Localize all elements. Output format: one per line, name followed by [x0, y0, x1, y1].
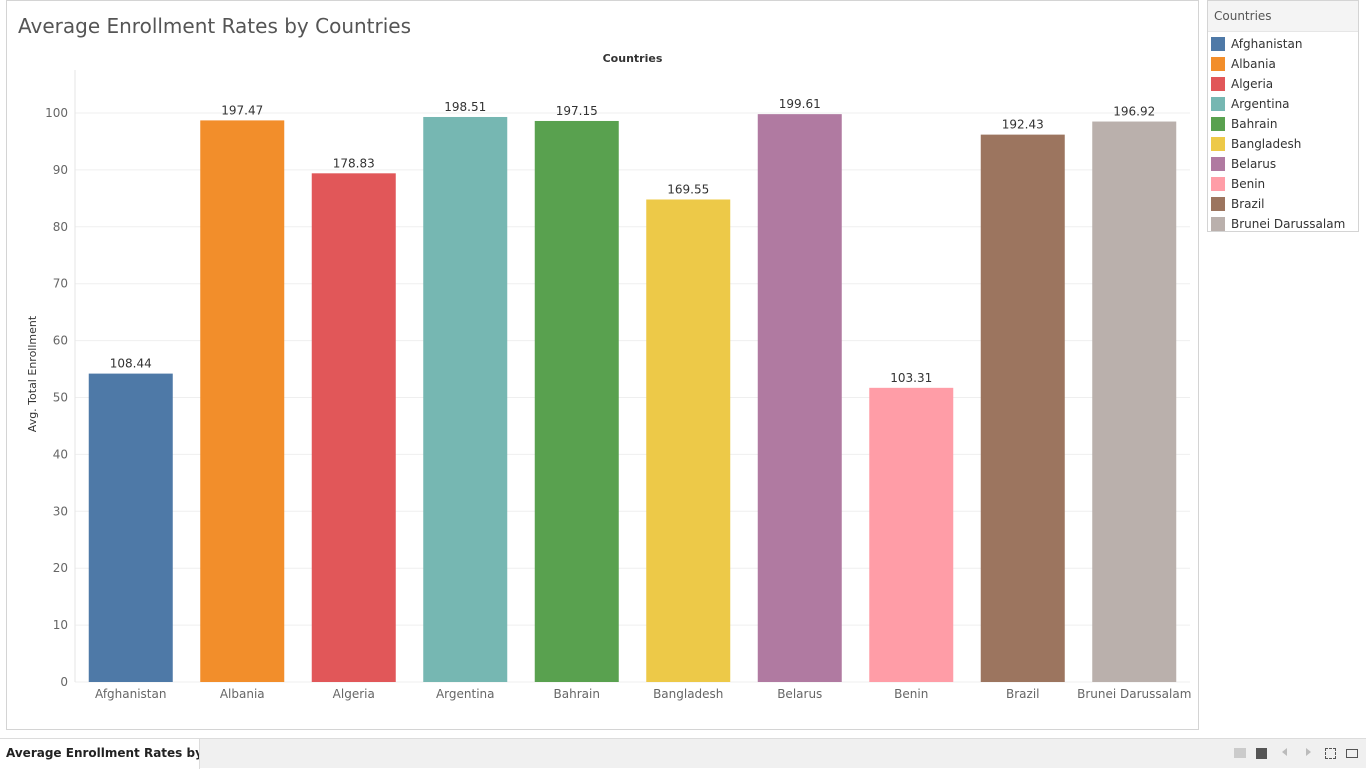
present-icon[interactable] — [1346, 748, 1358, 758]
legend-item[interactable]: Benin — [1208, 174, 1358, 194]
legend-swatch — [1211, 77, 1225, 91]
bar-7 — [869, 387, 954, 682]
x-tick-label: Bangladesh — [653, 687, 723, 701]
x-tick-label: Benin — [894, 687, 928, 701]
legend-swatch — [1211, 97, 1225, 111]
legend-item[interactable]: Brunei Darussalam — [1208, 214, 1358, 234]
legend-swatch — [1211, 137, 1225, 151]
data-label: 108.44 — [110, 357, 152, 371]
legend-swatch — [1211, 37, 1225, 51]
legend-item[interactable]: Brazil — [1208, 194, 1358, 214]
legend-swatch — [1211, 57, 1225, 71]
y-tick-label: 20 — [53, 561, 68, 575]
bar-chart: 0 10 20 30 40 50 60 70 80 90 100 Avg. Total Enrollm… — [26, 70, 1191, 701]
legend-item[interactable]: Afghanistan — [1208, 34, 1358, 54]
legend-label: Bahrain — [1231, 117, 1278, 131]
legend-item[interactable]: Argentina — [1208, 94, 1358, 114]
legend-label: Brazil — [1231, 197, 1265, 211]
x-tick-label: Belarus — [777, 687, 822, 701]
y-tick-label: 40 — [53, 447, 68, 461]
nav-controls — [1234, 746, 1358, 760]
stop-icon[interactable] — [1256, 747, 1267, 759]
next-icon[interactable] — [1301, 746, 1315, 760]
x-tick-label: Brazil — [1006, 687, 1040, 701]
chart-title: Average Enrollment Rates by Countries — [18, 14, 412, 38]
fullscreen-icon[interactable] — [1325, 747, 1336, 759]
x-tick-label: Bahrain — [554, 687, 600, 701]
sheet-tab[interactable]: Average Enrollment Rates by C... — [0, 739, 200, 769]
y-tick-label: 100 — [45, 106, 68, 120]
data-label: 199.61 — [779, 97, 821, 111]
legend-list: Afghanistan Albania Algeria Argentina Bahrai… — [1208, 32, 1358, 234]
legend-label: Albania — [1231, 57, 1276, 71]
legend-swatch — [1211, 157, 1225, 171]
y-tick-label: 50 — [53, 391, 68, 405]
y-tick-label: 60 — [53, 334, 68, 348]
legend-item[interactable]: Belarus — [1208, 154, 1358, 174]
y-tick-label: 80 — [53, 220, 68, 234]
x-tick-label: Afghanistan — [95, 687, 166, 701]
data-label: 178.83 — [333, 156, 375, 170]
legend-item[interactable]: Bahrain — [1208, 114, 1358, 134]
legend-label: Belarus — [1231, 157, 1277, 171]
legend-label: Afghanistan — [1231, 37, 1303, 51]
bar-8 — [980, 134, 1065, 682]
legend-label: Argentina — [1231, 97, 1290, 111]
y-tick-label: 30 — [53, 504, 68, 518]
legend-label: Brunei Darussalam — [1231, 217, 1346, 231]
legend-label: Algeria — [1231, 77, 1274, 91]
bar-4 — [534, 120, 619, 682]
x-tick-label: Argentina — [436, 687, 495, 701]
legend-swatch — [1211, 117, 1225, 131]
legend-item[interactable]: Albania — [1208, 54, 1358, 74]
y-tick-label: 0 — [60, 675, 68, 689]
x-tick-label: Algeria — [333, 687, 375, 701]
data-label: 196.92 — [1113, 105, 1155, 119]
y-tick-label: 10 — [53, 618, 68, 632]
y-tick-label: 90 — [53, 163, 68, 177]
data-label: 198.51 — [444, 100, 486, 114]
legend-item[interactable]: Bangladesh — [1208, 134, 1358, 154]
legend-swatch — [1211, 197, 1225, 211]
bar-2 — [311, 173, 396, 682]
bar-1 — [200, 120, 285, 683]
legend-item[interactable]: Algeria — [1208, 74, 1358, 94]
legend-label: Bangladesh — [1231, 137, 1302, 151]
bar-9 — [1092, 121, 1177, 682]
data-label: 197.47 — [221, 103, 263, 117]
bottom-bar: Average Enrollment Rates by C... — [0, 738, 1366, 769]
previous-icon[interactable] — [1277, 746, 1291, 760]
column-header: Countries — [602, 52, 663, 65]
bar-6 — [757, 114, 842, 682]
x-tick-label: Albania — [220, 687, 265, 701]
legend-swatch — [1211, 177, 1225, 191]
y-tick-label: 70 — [53, 277, 68, 291]
data-label: 103.31 — [890, 371, 932, 385]
bar-0 — [88, 373, 173, 682]
bar-3 — [423, 116, 508, 682]
grid-view-icon[interactable] — [1234, 748, 1246, 758]
y-axis-label: Avg. Total Enrollment — [26, 315, 39, 432]
legend-title: Countries — [1208, 1, 1358, 32]
bar-5 — [646, 199, 731, 682]
data-label: 197.15 — [556, 104, 598, 118]
legend-swatch — [1211, 217, 1225, 231]
data-label: 192.43 — [1002, 118, 1044, 132]
x-tick-label: Brunei Darussalam — [1077, 687, 1191, 701]
legend: Countries Afghanistan Albania Algeria Argen… — [1207, 0, 1359, 232]
data-label: 169.55 — [667, 182, 709, 196]
legend-label: Benin — [1231, 177, 1266, 191]
